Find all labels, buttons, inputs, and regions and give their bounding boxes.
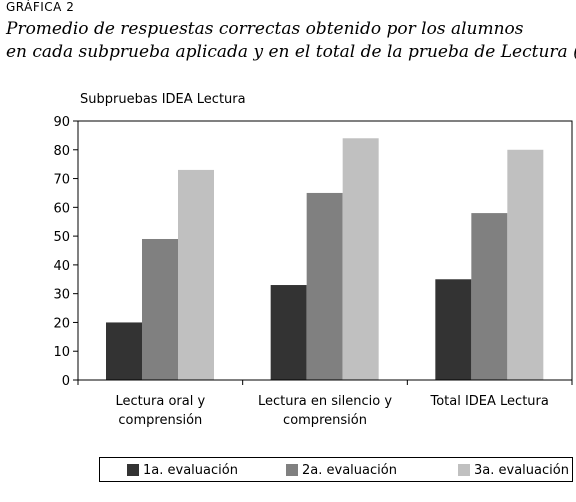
chart-title: Subpruebas IDEA Lectura bbox=[80, 92, 246, 107]
y-tick-label: 80 bbox=[53, 144, 70, 159]
legend-swatch bbox=[458, 464, 470, 476]
y-tick-label: 60 bbox=[53, 201, 70, 216]
legend-label: 1a. evaluación bbox=[143, 462, 238, 478]
caption-line-1: Promedio de respuestas correctas obtenid… bbox=[6, 19, 524, 39]
bar-series-1-category-1 bbox=[106, 322, 142, 380]
bars bbox=[106, 138, 544, 380]
legend-label: 2a. evaluación bbox=[302, 462, 397, 478]
y-tick-label: 50 bbox=[53, 230, 70, 245]
axes bbox=[77, 121, 572, 381]
legend-item-3: 3a. evaluación bbox=[458, 462, 569, 478]
legend-swatch bbox=[286, 464, 298, 476]
bar-series-2-category-1 bbox=[142, 238, 178, 380]
y-tick-label: 70 bbox=[53, 173, 70, 188]
bar-series-1-category-2 bbox=[270, 285, 307, 380]
bar-series-2-category-3 bbox=[471, 213, 508, 380]
legend-item-2: 2a. evaluación bbox=[286, 462, 397, 478]
bar-series-1-category-3 bbox=[435, 279, 472, 380]
x-tick-label-line: Lectura en silencio y bbox=[258, 394, 392, 409]
x-tick-label-line: comprensión bbox=[283, 413, 367, 428]
legend-swatch bbox=[127, 464, 139, 476]
x-tick-label-line: Lectura oral y bbox=[116, 394, 206, 409]
x-tick-label: Total IDEA Lectura bbox=[429, 394, 548, 409]
y-tick-label: 20 bbox=[53, 316, 70, 331]
bar-series-3-category-2 bbox=[342, 138, 379, 380]
x-tick-label-line: Total IDEA Lectura bbox=[429, 394, 548, 409]
bar-series-2-category-2 bbox=[306, 192, 343, 380]
x-tick-label-line: comprensión bbox=[118, 413, 202, 428]
y-axis-ticks: 0 10 20 30 40 50 60 70 80 90 bbox=[53, 115, 78, 389]
y-tick-label: 0 bbox=[62, 374, 70, 389]
figure-caption: Promedio de respuestas correctas obtenid… bbox=[6, 18, 576, 64]
y-tick-label: 40 bbox=[53, 259, 70, 274]
y-tick-label: 10 bbox=[53, 345, 70, 360]
x-tick-label: Lectura en silencio y comprensión bbox=[258, 394, 392, 428]
y-tick-label: 90 bbox=[53, 115, 70, 130]
legend-item-1: 1a. evaluación bbox=[127, 462, 238, 478]
bar-series-3-category-1 bbox=[178, 169, 214, 380]
caption-line-2: en cada subprueba aplicada y en el total… bbox=[6, 42, 576, 62]
legend-label: 3a. evaluación bbox=[474, 462, 569, 478]
bar-chart: 0 10 20 30 40 50 60 70 80 90 Lectura oral y compre… bbox=[53, 115, 573, 428]
y-tick-label: 30 bbox=[53, 288, 70, 303]
bar-series-3-category-3 bbox=[507, 149, 544, 380]
x-tick-label: Lectura oral y comprensión bbox=[116, 394, 206, 428]
figure-label: GRÁFICA 2 bbox=[6, 0, 75, 14]
legend: 1a. evaluación 2a. evaluación 3a. evaluaci… bbox=[99, 457, 573, 482]
